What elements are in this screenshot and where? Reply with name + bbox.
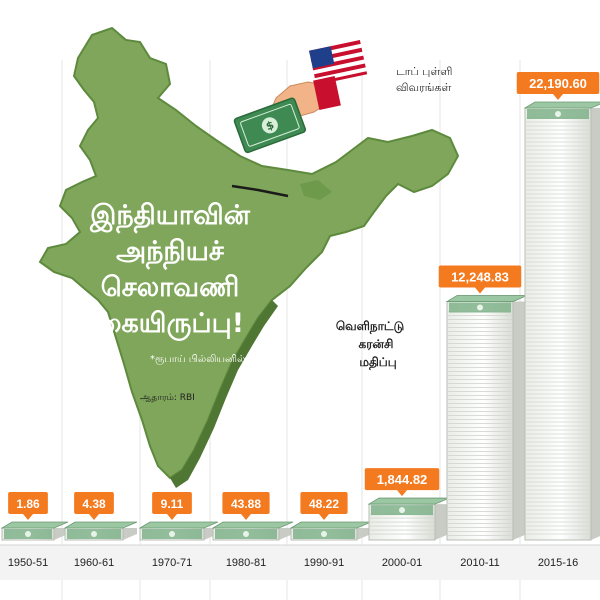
- value-label: 22,190.60: [529, 76, 587, 91]
- bar-group-2010-11: 12,248.83 2010-11: [438, 265, 528, 569]
- x-tick-label: 2000-01: [382, 557, 422, 569]
- corner-label-line-1: டாப் புள்ளி: [396, 65, 452, 78]
- banknote-icon: [0, 521, 69, 539]
- bar-group-2000-01: 1,844.82 2000-01: [364, 468, 450, 569]
- value-label-box: [74, 492, 114, 514]
- axis-strip: [0, 545, 600, 580]
- banknote-icon: [523, 101, 600, 119]
- banknote-top: [367, 497, 450, 505]
- x-tick-label: 1980-81: [226, 557, 266, 569]
- bar-side: [591, 108, 600, 540]
- value-label-box: [222, 492, 270, 514]
- corner-label-line-2: விவரங்கள்: [396, 81, 451, 94]
- value-label-pointer: [23, 514, 33, 520]
- x-tick-label: 1990-91: [304, 557, 344, 569]
- value-label: 43.88: [231, 497, 261, 511]
- value-label-pointer: [241, 514, 251, 520]
- value-label: 4.38: [82, 497, 106, 511]
- series-label-line-1: வெளிநாட்டு: [336, 319, 404, 334]
- banknote-icon: [211, 521, 294, 539]
- banknote-icon: [289, 521, 372, 539]
- value-label: 48.22: [309, 497, 339, 511]
- value-label-pointer: [319, 514, 329, 520]
- banknote-seal: [477, 304, 483, 311]
- banknote-icon: [138, 521, 219, 539]
- title-line-2: அந்நியச்: [116, 236, 224, 270]
- bar: [446, 301, 514, 541]
- banknote-seal: [399, 507, 405, 514]
- banknote-icon: $: [233, 97, 307, 154]
- x-tick-label: 1970-71: [152, 557, 192, 569]
- value-label-pointer: [89, 514, 99, 520]
- bar-group-1950-51: 1.86 1950-51: [0, 492, 69, 569]
- value-label-pointer: [167, 514, 177, 520]
- bar-group-1990-91: 48.22 1990-91: [289, 492, 372, 569]
- bar-group-2015-16: 22,190.60 2015-16: [516, 72, 600, 569]
- value-label-box: [152, 492, 192, 514]
- bar-side: [357, 528, 371, 540]
- x-tick-label: 1960-61: [74, 557, 114, 569]
- title-line-3: செலாவணி: [101, 272, 239, 303]
- bar-side: [513, 301, 527, 540]
- value-label-pointer: [553, 94, 563, 100]
- value-label-box: [438, 265, 522, 288]
- value-label-box: [8, 492, 48, 514]
- banknote-top: [63, 521, 138, 529]
- value-label: 12,248.83: [451, 270, 509, 285]
- title-line-1: இந்தியாவின்: [89, 200, 251, 234]
- banknote-seal: [243, 531, 249, 537]
- bar: [524, 107, 592, 541]
- banknote-seal: [555, 111, 561, 117]
- hand-with-banknote: $: [233, 39, 368, 154]
- banknote-icon: [63, 521, 138, 539]
- banknote-seal: [25, 531, 31, 537]
- x-tick-label: 2010-11: [460, 557, 500, 569]
- banknote-icon: [367, 497, 450, 516]
- bar-group-1960-61: 4.38 1960-61: [63, 492, 138, 569]
- bar-side: [123, 528, 137, 540]
- value-label-pointer: [475, 287, 485, 294]
- x-tick-label: 1950-51: [8, 557, 48, 569]
- value-label: 1,844.82: [377, 472, 428, 487]
- title-line-4: கையிருப்பு!: [96, 308, 244, 341]
- banknote-seal: [169, 531, 175, 537]
- banknote-seal: [321, 531, 327, 537]
- banknote-top: [211, 521, 294, 529]
- value-label-pointer: [397, 490, 407, 497]
- source-note: ஆதாரம்: RBI: [140, 393, 195, 403]
- value-label-box: [516, 72, 600, 94]
- bar-side: [435, 504, 449, 540]
- bar-group-1970-71: 9.11 1970-71: [138, 492, 219, 569]
- unit-note: *ரூபாய் பில்லியனில்...: [150, 354, 255, 365]
- bar-side: [279, 528, 293, 540]
- us-flag-icon: [309, 39, 368, 86]
- bar-group-1980-81: 43.88 1980-81: [211, 492, 294, 569]
- x-tick-label: 2015-16: [538, 557, 578, 569]
- value-label: 1.86: [16, 497, 40, 511]
- value-label-box: [364, 468, 440, 491]
- chart-title: இந்தியாவின் அந்நியச் செலாவணி கையிருப்பு!: [89, 200, 251, 341]
- bars: 1.86 1950-51 4.38 1960-61 9.11 1970-71 43.88 19…: [0, 72, 600, 569]
- banknote-top: [138, 521, 219, 529]
- banknote-top: [289, 521, 372, 529]
- banknote-top: [445, 295, 528, 302]
- value-label-box: [300, 492, 348, 514]
- banknote-top: [0, 521, 69, 529]
- banknote-seal: [91, 531, 97, 537]
- banknote-top: [523, 101, 600, 109]
- svg-text:$: $: [264, 118, 276, 133]
- india-map: [38, 26, 460, 488]
- series-label-line-2: கரன்சி: [359, 337, 394, 351]
- value-label: 9.11: [161, 497, 184, 511]
- series-label-line-3: மதிப்பு: [359, 355, 396, 370]
